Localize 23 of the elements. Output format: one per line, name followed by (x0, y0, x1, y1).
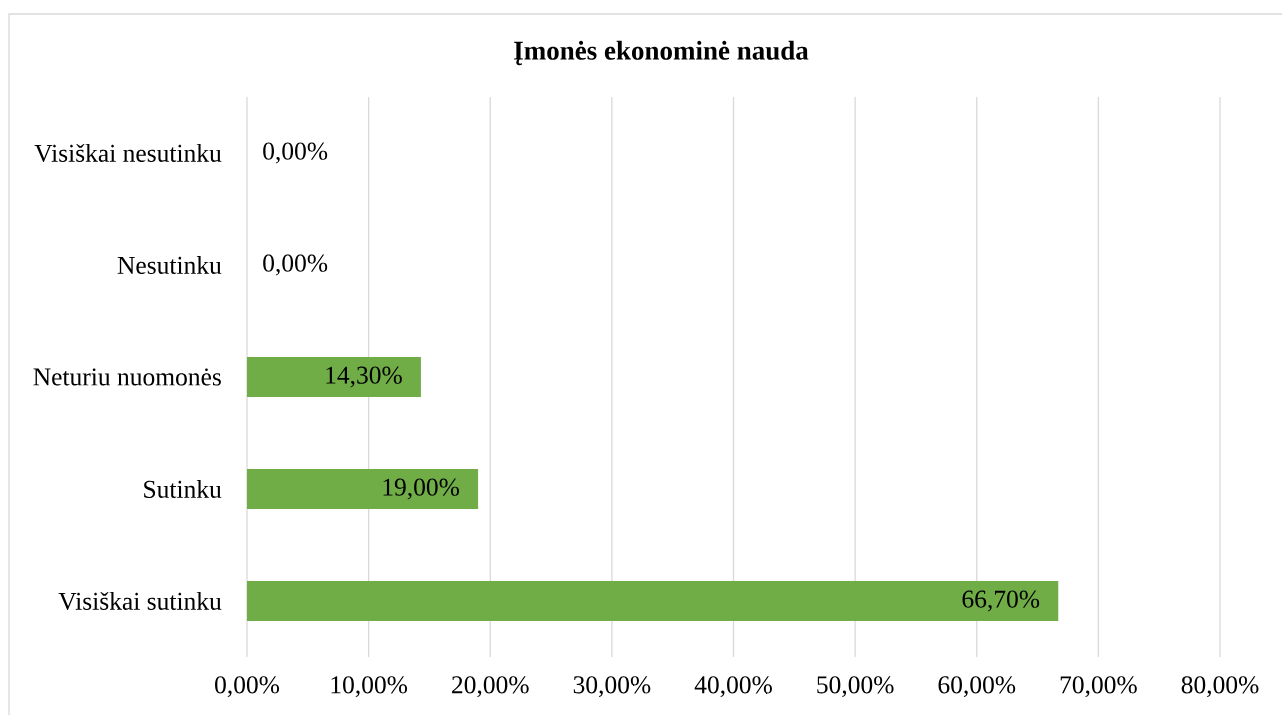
x-tick-label: 60,00% (938, 676, 1016, 698)
y-tick-label: Nesutinku (117, 256, 222, 274)
bar (247, 580, 1059, 621)
bar (247, 468, 479, 509)
y-tick-label: Visiškai nesutinku (34, 143, 222, 163)
x-tick-label: 80,00% (1181, 676, 1259, 698)
x-tick-label: 70,00% (1060, 676, 1137, 698)
data-label: 19,00% (383, 478, 460, 500)
x-tick-label: 0,00% (215, 676, 280, 698)
y-tick-label: Neturiu nuomonės (33, 368, 221, 386)
x-tick-label: 30,00% (573, 676, 651, 698)
bar (247, 356, 421, 397)
y-tick-label: Sutinku (144, 480, 222, 498)
chart-title: Įmonės ekonominė nauda (514, 40, 809, 66)
x-tick-label: 20,00% (452, 676, 529, 698)
data-label: 0,00% (263, 142, 328, 164)
x-tick-label: 40,00% (694, 676, 772, 698)
x-tick-label: 10,00% (331, 676, 408, 698)
y-tick-label: Visiškai sutinku (58, 591, 222, 611)
data-label: 66,70% (962, 590, 1040, 612)
x-tick-label: 50,00% (817, 676, 894, 698)
data-label: 14,30% (326, 366, 402, 388)
data-label: 0,00% (263, 254, 328, 276)
